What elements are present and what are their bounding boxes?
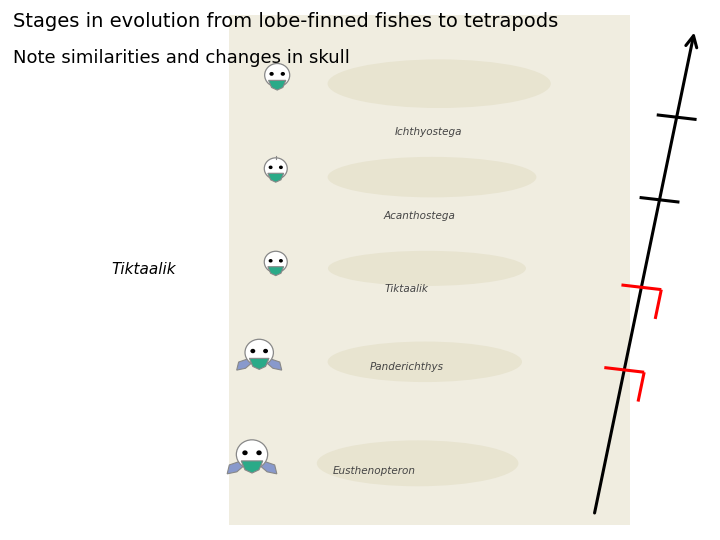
Ellipse shape xyxy=(328,251,526,286)
Text: Panderichthys: Panderichthys xyxy=(370,362,444,372)
Polygon shape xyxy=(268,267,284,275)
Text: Eusthenopteron: Eusthenopteron xyxy=(333,466,416,476)
Ellipse shape xyxy=(317,441,518,486)
Polygon shape xyxy=(269,80,286,90)
Polygon shape xyxy=(249,359,269,369)
Text: Ichthyostega: Ichthyostega xyxy=(395,127,462,137)
Text: Stages in evolution from lobe-finned fishes to tetrapods: Stages in evolution from lobe-finned fis… xyxy=(13,12,558,31)
Ellipse shape xyxy=(279,166,283,169)
Ellipse shape xyxy=(265,64,289,87)
Ellipse shape xyxy=(269,166,273,169)
Text: Tiktaalik: Tiktaalik xyxy=(385,284,428,294)
Polygon shape xyxy=(237,359,252,370)
Polygon shape xyxy=(241,461,263,473)
Polygon shape xyxy=(266,359,282,370)
Ellipse shape xyxy=(242,450,248,455)
Ellipse shape xyxy=(281,72,285,76)
Text: Acanthostega: Acanthostega xyxy=(383,211,455,221)
Polygon shape xyxy=(268,173,284,182)
Text: Tiktaalik: Tiktaalik xyxy=(112,262,176,278)
Ellipse shape xyxy=(264,158,287,179)
Polygon shape xyxy=(260,461,276,474)
Ellipse shape xyxy=(256,450,262,455)
Ellipse shape xyxy=(245,339,274,366)
Ellipse shape xyxy=(328,59,551,108)
Bar xyxy=(229,15,630,525)
Ellipse shape xyxy=(264,251,287,273)
Ellipse shape xyxy=(251,349,256,353)
Ellipse shape xyxy=(328,341,522,382)
Ellipse shape xyxy=(328,157,536,197)
Ellipse shape xyxy=(263,349,268,353)
Polygon shape xyxy=(228,461,244,474)
Text: Note similarities and changes in skull: Note similarities and changes in skull xyxy=(13,49,350,66)
Ellipse shape xyxy=(279,259,283,262)
Ellipse shape xyxy=(269,72,274,76)
Ellipse shape xyxy=(236,440,268,469)
Ellipse shape xyxy=(269,259,273,262)
